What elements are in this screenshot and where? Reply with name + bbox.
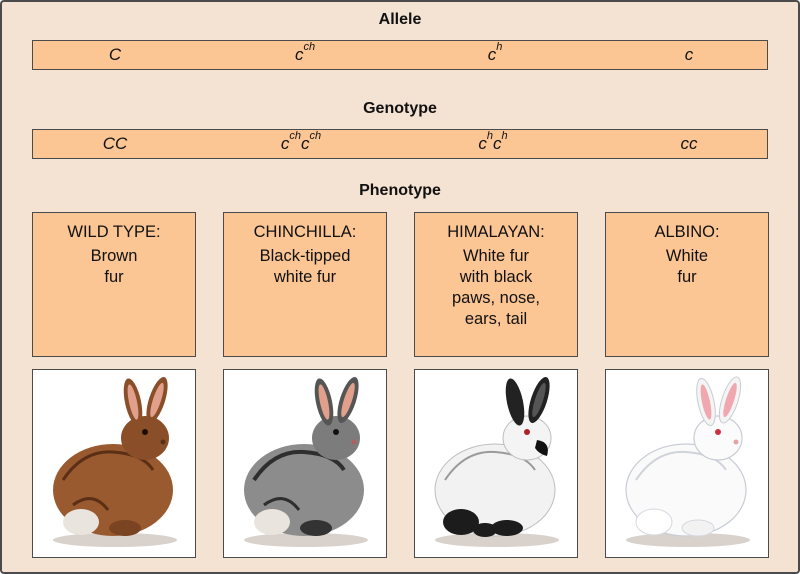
allele-C: C (108, 45, 122, 64)
phenotype-heading: Phenotype (359, 182, 441, 199)
phenotype-name: WILD TYPE: (67, 223, 161, 241)
phenotype-desc: Black-tipped white fur (259, 247, 351, 286)
genotype-bar: CC cchcch chch cc (32, 129, 768, 159)
phenotype-box-wild-type: WILD TYPE: Brown fur (32, 212, 196, 357)
phenotype-box-albino: ALBINO: White fur (605, 212, 769, 357)
wild-type-rabbit-icon (53, 377, 177, 547)
rabbit-box-himalayan (414, 369, 578, 558)
phenotype-desc: White fur (665, 247, 709, 286)
allele-ch: ch (487, 41, 503, 64)
phenotype-desc: White fur with black paws, nose, ears, t… (451, 247, 541, 328)
allele-cch: cch (294, 41, 316, 64)
chinchilla-rabbit-icon (244, 377, 368, 547)
phenotype-desc: Brown fur (90, 247, 138, 286)
allele-c: c (684, 45, 694, 64)
phenotype-name: ALBINO: (654, 223, 720, 241)
phenotype-box-chinchilla: CHINCHILLA: Black-tipped white fur (223, 212, 387, 357)
albino-rabbit-icon (625, 376, 750, 547)
genotype-cchcch: cchcch (280, 130, 322, 153)
phenotype-box-himalayan: HIMALAYAN: White fur with black paws, no… (414, 212, 578, 357)
rabbit-box-chinchilla (223, 369, 387, 558)
genotype-CC: CC (102, 134, 128, 153)
genotype-heading: Genotype (363, 100, 437, 117)
himalayan-rabbit-icon (434, 377, 559, 547)
rabbit-box-wild-type (32, 369, 196, 558)
genotype-cc: cc (680, 134, 698, 153)
phenotype-name: HIMALAYAN: (447, 223, 545, 241)
allele-heading: Allele (378, 11, 422, 28)
rabbit-box-albino (605, 369, 769, 558)
genotype-chch: chch (478, 130, 508, 153)
allele-bar: C cch ch c (32, 40, 768, 70)
phenotype-name: CHINCHILLA: (253, 223, 357, 241)
